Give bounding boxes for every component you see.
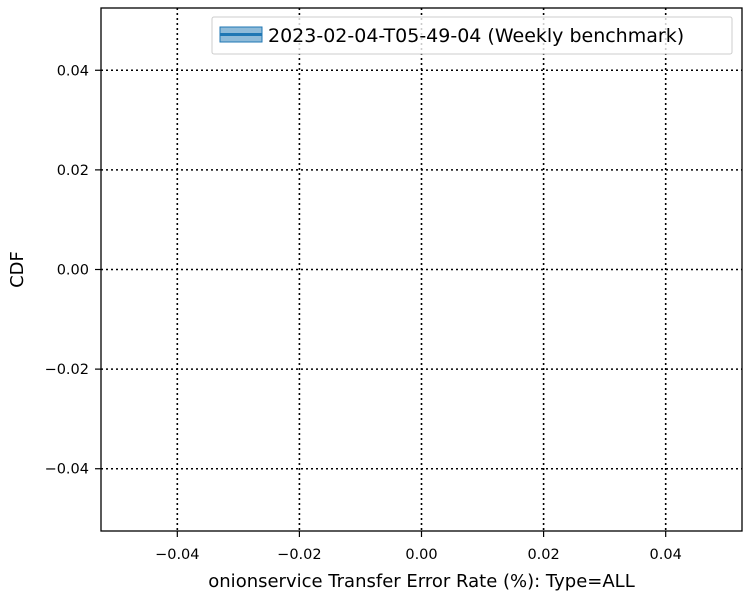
x-tick-label: 0.00: [405, 547, 437, 563]
grid: [101, 8, 742, 531]
x-axis-label: onionservice Transfer Error Rate (%): Ty…: [208, 571, 634, 592]
x-tick-label: −0.04: [155, 547, 199, 563]
y-tick-label: 0.02: [57, 163, 89, 179]
y-tick-label: −0.04: [45, 462, 89, 478]
x-tick-label: 0.04: [650, 547, 682, 563]
legend: 2023-02-04-T05-49-04 (Weekly benchmark): [211, 16, 733, 55]
y-tick-label: 0.00: [57, 263, 89, 279]
y-tick-label: −0.02: [45, 362, 89, 378]
y-axis-label: CDF: [7, 251, 28, 288]
legend-label: 2023-02-04-T05-49-04 (Weekly benchmark): [268, 25, 684, 47]
x-tick-label: 0.02: [527, 547, 559, 563]
axis-ticks: −0.04 −0.02 0.00 0.02 0.04 0.04 0.02 0.00 −0.02 −…: [45, 63, 682, 563]
legend-box: [211, 16, 733, 55]
y-tick-label: 0.04: [57, 63, 89, 79]
x-tick-label: −0.02: [277, 547, 321, 563]
